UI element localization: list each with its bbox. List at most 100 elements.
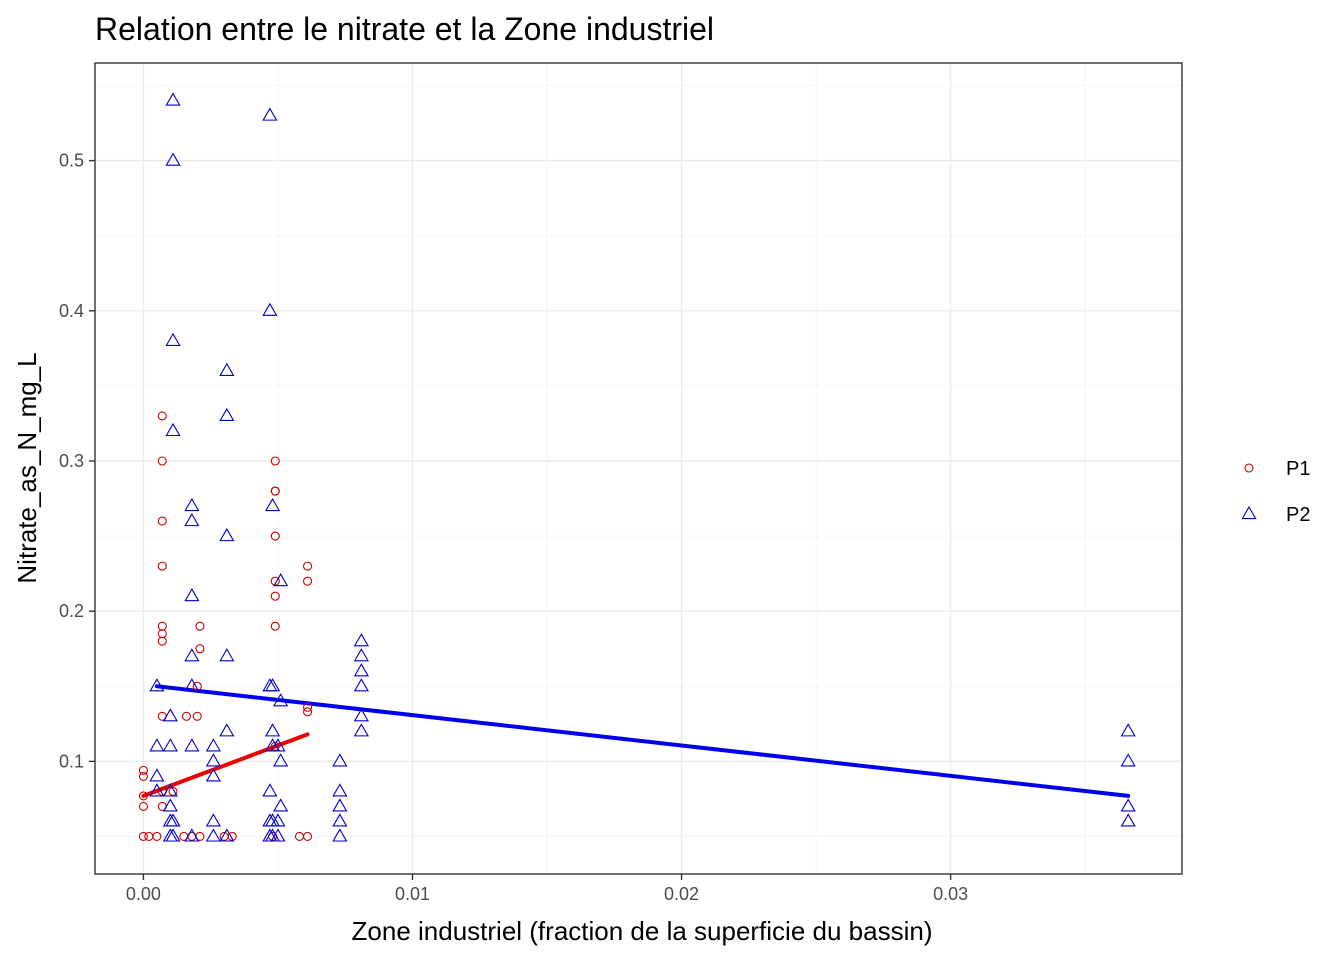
point-p2 [264, 497, 281, 512]
point-p2 [1120, 798, 1136, 812]
point-p2 [162, 738, 178, 752]
point-p2 [162, 798, 178, 812]
point-p1 [270, 621, 280, 631]
point-p2 [205, 813, 221, 827]
point-p2 [353, 648, 369, 662]
point-p2 [149, 783, 165, 797]
point-p2 [264, 678, 281, 692]
point-p2 [184, 828, 200, 842]
legend-label-p1: P1 [1286, 458, 1310, 480]
point-p2 [149, 678, 165, 692]
point-p2 [205, 753, 221, 767]
point-p1 [270, 456, 280, 466]
y-tick-label: 0.5 [59, 151, 84, 171]
point-p2 [332, 828, 348, 842]
point-p1 [270, 486, 280, 496]
point-p1 [192, 681, 202, 691]
point-p2 [262, 302, 278, 316]
point-p2 [353, 708, 369, 722]
point-p2 [332, 813, 348, 827]
point-p2 [353, 678, 369, 692]
point-p2 [353, 633, 369, 647]
point-p1 [181, 711, 192, 721]
point-p2 [184, 512, 200, 527]
point-p1 [303, 831, 313, 842]
point-p2 [270, 738, 286, 752]
point-p2 [1120, 753, 1136, 767]
x-tick-label: 0.00 [126, 884, 161, 904]
data-points [138, 92, 1136, 842]
point-p1 [303, 702, 313, 712]
point-p1 [303, 576, 313, 586]
point-p2 [149, 738, 165, 752]
point-p1 [192, 711, 202, 721]
point-p2 [353, 723, 369, 737]
point-p2 [273, 753, 289, 767]
y-tick-label: 0.3 [59, 451, 84, 471]
point-p1 [157, 621, 167, 631]
point-p2 [270, 813, 286, 827]
legend-key-p2 [1241, 505, 1257, 520]
point-p2 [165, 828, 181, 842]
point-p2 [219, 723, 235, 737]
point-p1 [157, 629, 167, 639]
point-p2 [270, 828, 286, 842]
y-axis-title: Nitrate_as_N_mg_L [12, 352, 42, 583]
point-p2 [184, 738, 200, 752]
point-p2 [1120, 813, 1136, 827]
point-p1 [157, 636, 167, 646]
point-p1 [157, 516, 167, 526]
chart-title: Relation entre le nitrate et la Zone ind… [95, 11, 714, 47]
point-p1 [195, 621, 205, 631]
point-p2 [165, 92, 181, 106]
point-p2 [165, 152, 181, 166]
point-p1 [270, 591, 280, 601]
point-p2 [205, 738, 221, 752]
point-p2 [149, 768, 165, 782]
y-tick-label: 0.4 [59, 301, 84, 321]
point-p2 [262, 107, 278, 121]
point-p2 [205, 828, 221, 842]
point-p2 [262, 783, 278, 797]
point-p1 [138, 801, 148, 811]
point-p2 [273, 693, 289, 707]
point-p2 [332, 798, 348, 812]
point-p1 [138, 771, 148, 781]
legend: P1 P2 [1241, 458, 1310, 526]
fit-lines [141, 684, 1131, 798]
fit-line-p2 [154, 684, 1131, 798]
point-p2 [219, 828, 235, 842]
point-p2 [184, 648, 200, 662]
x-tick-label: 0.01 [395, 884, 430, 904]
point-p2 [1120, 723, 1136, 737]
point-p2 [219, 407, 235, 422]
point-p2 [273, 798, 289, 812]
point-p2 [219, 362, 235, 376]
y-axis: 0.1 0.2 0.3 0.4 0.5 [59, 151, 95, 771]
x-tick-label: 0.03 [933, 884, 968, 904]
point-p2 [162, 708, 178, 722]
y-tick-label: 0.2 [59, 601, 84, 621]
point-p2 [332, 753, 348, 767]
point-p1 [303, 561, 313, 571]
y-tick-label: 0.1 [59, 751, 84, 771]
point-p1 [270, 531, 280, 541]
point-p2 [219, 648, 235, 662]
point-p2 [165, 813, 181, 827]
panel-border [94, 62, 1183, 875]
point-p1 [227, 831, 237, 842]
point-p2 [162, 783, 178, 797]
point-p2 [264, 723, 281, 737]
point-p2 [165, 332, 181, 346]
point-p1 [138, 765, 148, 775]
point-p2 [273, 573, 289, 587]
point-p2 [184, 588, 200, 602]
x-tick-label: 0.02 [664, 884, 699, 904]
point-p2 [184, 678, 200, 692]
point-p2 [165, 422, 181, 437]
point-p2 [219, 527, 235, 542]
point-p1 [138, 831, 148, 842]
point-p1 [157, 411, 167, 421]
point-p2 [205, 768, 221, 782]
